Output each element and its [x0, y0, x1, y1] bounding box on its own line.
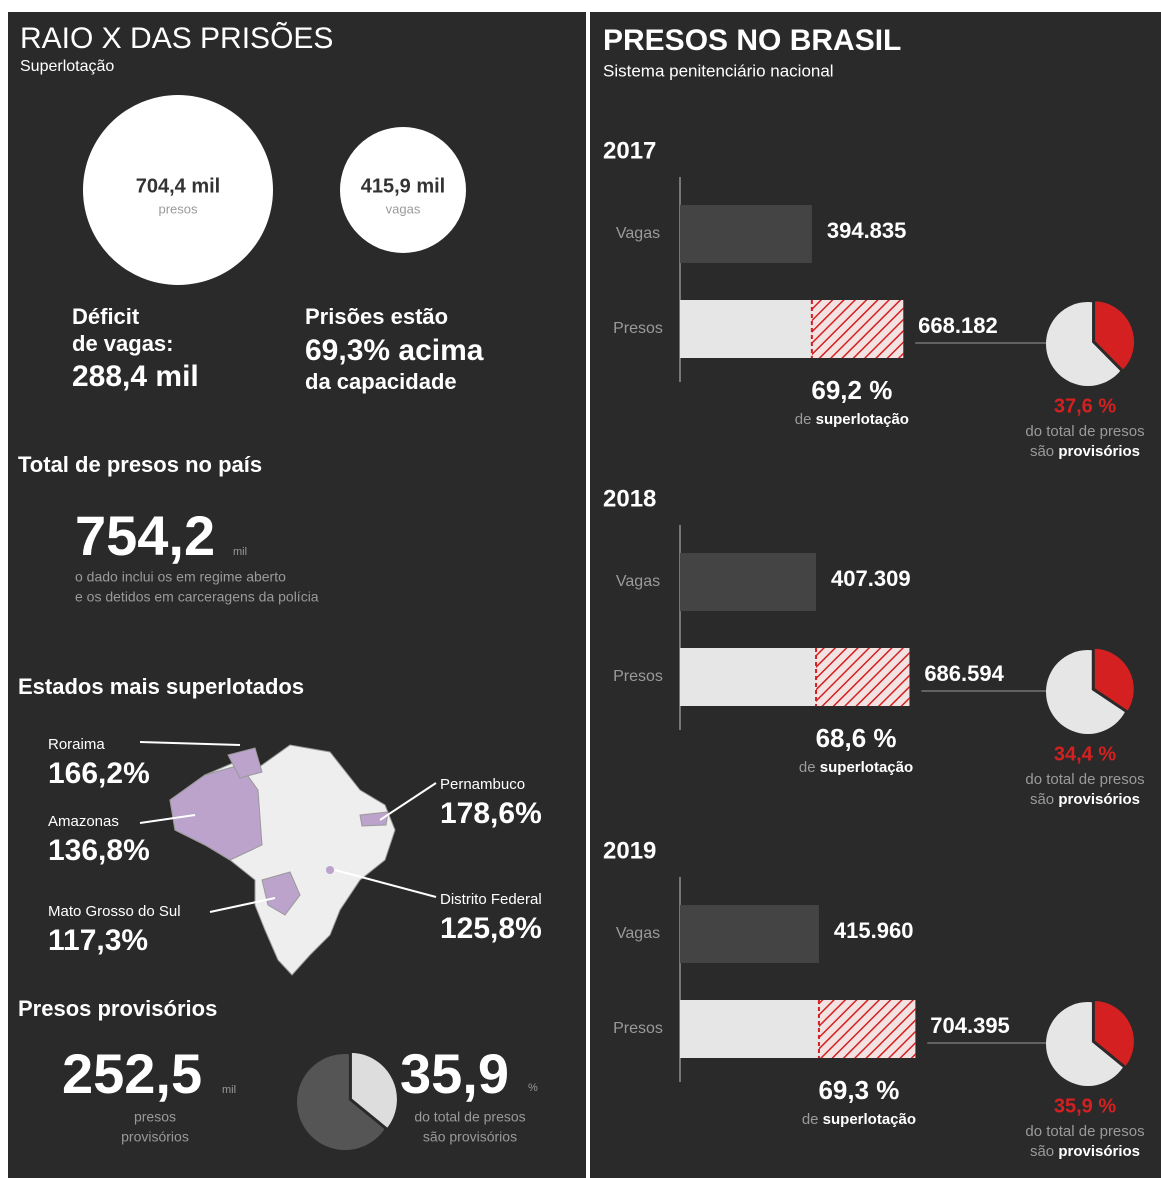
deficit: Déficit: [72, 304, 140, 329]
provisional-value: 37,6 %: [1054, 395, 1116, 417]
bar: [680, 553, 817, 611]
circle-label: vagas: [386, 201, 421, 216]
caption-part: superlotação: [816, 411, 909, 428]
chart-subtitle: Sistema penitenciário nacional: [603, 61, 834, 80]
state-value: 178,6%: [440, 797, 542, 830]
provisional-pie-slice: [1091, 645, 1137, 715]
category-label: Presos: [613, 668, 663, 685]
provisional-caption: são provisórios: [1030, 443, 1140, 460]
provisional-value: 34,4 %: [1054, 743, 1116, 765]
caption-part: provisórios: [1058, 1143, 1140, 1160]
value-label: 407.309: [831, 566, 911, 591]
prov-pie-slice: [348, 1049, 400, 1132]
provisional-caption: do total de presos: [1025, 1123, 1144, 1140]
prov-unit: mil: [222, 1084, 236, 1096]
prov-caption: presos: [134, 1109, 176, 1125]
provisional-pie-slice: [1092, 298, 1138, 374]
state-name: Mato Grosso do Sul: [48, 903, 181, 920]
caption-part: são: [1030, 791, 1054, 808]
subtitle: Superlotação: [20, 58, 114, 75]
total-note: e os detidos em carceragens da polícia: [75, 589, 319, 605]
share-value: 35,9: [400, 1042, 509, 1105]
overcrowding-caption: de superlotação: [802, 1111, 916, 1128]
caption-part: superlotação: [823, 1111, 916, 1128]
state-value: 136,8%: [48, 834, 150, 867]
capacity: Prisões estão: [305, 304, 448, 329]
excess: [818, 1000, 916, 1058]
category-label: Presos: [613, 320, 663, 337]
circle: [340, 127, 466, 253]
overcrowding: 68,6 %: [816, 723, 897, 753]
year: 2017: [603, 137, 656, 164]
title: RAIO X DAS PRISÕES: [20, 21, 333, 55]
provisional-caption: são provisórios: [1030, 791, 1140, 808]
caption-part: são: [1030, 1143, 1054, 1160]
category-label: Vagas: [616, 925, 660, 942]
deficit: 288,4 mil: [72, 360, 199, 393]
circle-value: 704,4 mil: [136, 175, 221, 197]
category-label: Presos: [613, 1020, 663, 1037]
caption-part: provisórios: [1058, 443, 1140, 460]
caption-part: são: [1030, 443, 1054, 460]
value-label: 394.835: [827, 218, 907, 243]
share-unit: %: [528, 1082, 538, 1094]
value-label: 686.594: [924, 661, 1004, 686]
year: 2018: [603, 485, 656, 512]
year: 2019: [603, 837, 656, 864]
state-name: Distrito Federal: [440, 891, 542, 908]
state-value: 117,3%: [48, 924, 148, 957]
capacity: 69,3% acima: [305, 334, 484, 367]
share-caption: do total de presos: [414, 1109, 525, 1125]
category-label: Vagas: [616, 225, 660, 242]
chart-title: PRESOS NO BRASIL: [603, 24, 901, 57]
deficit: de vagas:: [72, 331, 174, 356]
brazil-map: [139, 741, 437, 976]
total-unit: mil: [233, 546, 247, 558]
total-value: 754,2: [75, 504, 215, 567]
category-label: Vagas: [616, 573, 660, 590]
value-label: 415.960: [834, 918, 914, 943]
overcrowding-caption: de superlotação: [799, 759, 913, 776]
state-name: Pernambuco: [440, 776, 525, 793]
excess: [811, 300, 904, 358]
caption-part: superlotação: [820, 759, 913, 776]
state-value: 166,2%: [48, 757, 150, 790]
state-name: Roraima: [48, 736, 105, 753]
circle: [83, 95, 273, 285]
total-note: o dado inclui os em regime aberto: [75, 569, 286, 585]
caption-part: de: [802, 1111, 819, 1128]
share-caption: são provisórios: [423, 1129, 517, 1145]
caption-part: de: [795, 411, 812, 428]
state-name: Amazonas: [48, 813, 119, 830]
value-label: 668.182: [918, 313, 998, 338]
excess: [816, 648, 910, 706]
provisional-value: 35,9 %: [1054, 1095, 1116, 1117]
heading: Presos provisórios: [18, 996, 217, 1021]
bar: [680, 205, 812, 263]
circle-value: 415,9 mil: [361, 175, 446, 197]
overcrowding: 69,2 %: [811, 375, 892, 405]
prov-value: 252,5: [62, 1042, 202, 1105]
overcrowding: 69,3 %: [818, 1075, 899, 1105]
prov-caption: provisórios: [121, 1129, 189, 1145]
heading: Estados mais superlotados: [18, 674, 304, 699]
bar: [680, 905, 819, 963]
heading: Total de presos no país: [18, 452, 262, 477]
caption-part: provisórios: [1058, 791, 1140, 808]
overcrowding-caption: de superlotação: [795, 411, 909, 428]
state-value: 125,8%: [440, 912, 542, 945]
provisional-pie-slice: [1091, 997, 1137, 1071]
capacity: da capacidade: [305, 369, 457, 394]
provisional-caption: são provisórios: [1030, 1143, 1140, 1160]
value-label: 704.395: [930, 1013, 1010, 1038]
caption-part: de: [799, 759, 816, 776]
provisional-caption: do total de presos: [1025, 423, 1144, 440]
circle-label: presos: [158, 201, 198, 216]
provisional-caption: do total de presos: [1025, 771, 1144, 788]
